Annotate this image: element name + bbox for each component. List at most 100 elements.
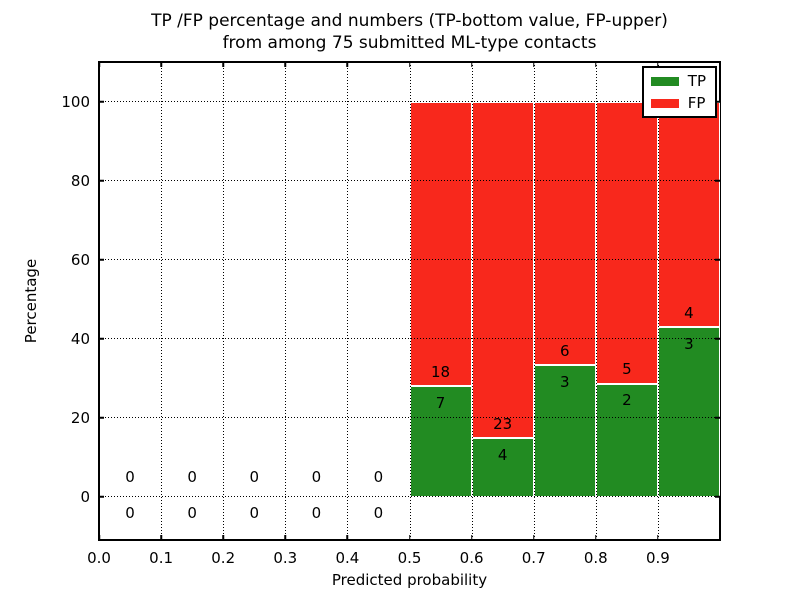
chart-title-line1: TP /FP percentage and numbers (TP-bottom…: [151, 11, 668, 31]
fp-count-annotation: 0: [249, 467, 260, 486]
tp-count-annotation: 4: [497, 445, 508, 464]
chart-title-line2: from among 75 submitted ML-type contacts: [222, 33, 597, 53]
tp-count-annotation: 0: [187, 504, 197, 523]
tp-count-annotation: 7: [435, 393, 446, 412]
x-tick-label: 0.6: [459, 549, 484, 567]
y-tick-label: 0: [80, 487, 90, 506]
x-tick-mark: [657, 62, 659, 67]
fp-bar-segment: [409, 101, 472, 386]
chart-title: TP /FP percentage and numbers (TP-bottom…: [99, 10, 720, 54]
x-tick-label: 0.1: [149, 549, 174, 567]
x-tick-label: 0.9: [645, 549, 670, 567]
fp-bar-segment: [471, 101, 534, 439]
vertical-gridline: [657, 62, 659, 540]
y-tick-mark: [715, 495, 720, 498]
y-tick-mark: [715, 337, 720, 340]
x-tick-mark: [657, 535, 659, 540]
y-tick-label: 100: [61, 92, 90, 111]
fp-count-annotation: 23: [493, 414, 513, 433]
x-tick-mark: [346, 62, 349, 67]
x-tick-mark: [408, 62, 411, 67]
x-tick-label: 0.0: [87, 549, 111, 567]
y-tick-mark: [99, 416, 104, 419]
y-axis-label: Percentage: [22, 258, 40, 344]
vertical-gridline: [595, 62, 597, 540]
fp-bar-segment: [595, 101, 658, 384]
tp-count-annotation: 0: [249, 504, 260, 523]
x-tick-mark: [222, 535, 224, 540]
vertical-gridline: [285, 62, 287, 540]
x-tick-label: 0.3: [273, 549, 298, 567]
vertical-gridline: [347, 62, 349, 540]
y-tick-mark: [715, 179, 720, 182]
fp-count-annotation: 0: [311, 467, 322, 486]
vertical-gridline: [533, 62, 535, 540]
fp-count-annotation: 5: [622, 360, 632, 379]
x-tick-mark: [470, 535, 473, 540]
tp-count-annotation: 2: [622, 391, 632, 410]
fp-swatch-icon: [650, 98, 679, 108]
vertical-gridline: [161, 62, 163, 540]
y-tick-label: 80: [70, 171, 90, 190]
y-tick-mark: [99, 337, 104, 340]
y-tick-mark: [99, 179, 104, 182]
legend-entry-fp: FP: [650, 94, 706, 112]
horizontal-gridline: [99, 179, 720, 181]
x-tick-label: 0.7: [521, 549, 546, 567]
tp-count-annotation: 0: [373, 504, 384, 523]
x-tick-mark: [160, 535, 162, 540]
legend: TP FP: [641, 66, 717, 118]
vertical-gridline: [471, 62, 473, 540]
vertical-gridline: [409, 62, 411, 540]
fp-count-annotation: 0: [125, 467, 135, 486]
tp-count-annotation: 3: [559, 372, 570, 391]
y-tick-mark: [99, 495, 104, 498]
x-tick-mark: [98, 62, 100, 67]
y-tick-mark: [99, 100, 104, 103]
x-tick-mark: [532, 62, 535, 67]
horizontal-gridline: [99, 258, 720, 260]
x-tick-mark: [346, 535, 349, 540]
fp-count-annotation: 0: [373, 467, 384, 486]
x-tick-mark: [284, 62, 287, 67]
legend-label-tp: TP: [687, 72, 706, 90]
x-tick-label: 0.8: [583, 549, 608, 567]
horizontal-gridline: [99, 495, 720, 497]
tp-swatch-icon: [650, 76, 679, 86]
x-tick-label: 0.4: [335, 549, 360, 567]
tp-count-annotation: 0: [311, 504, 322, 523]
x-tick-mark: [470, 62, 473, 67]
y-tick-label: 60: [70, 250, 90, 269]
fp-bar-segment: [657, 101, 720, 328]
tp-bar-segment: [595, 383, 658, 497]
y-tick-label: 40: [70, 329, 90, 348]
legend-label-fp: FP: [687, 94, 706, 112]
x-tick-mark: [222, 62, 224, 67]
tp-count-annotation: 0: [125, 504, 135, 523]
legend-entry-tp: TP: [650, 72, 706, 90]
horizontal-gridline: [99, 100, 720, 102]
horizontal-gridline: [99, 337, 720, 339]
x-tick-label: 0.5: [397, 549, 422, 567]
y-tick-mark: [715, 258, 720, 261]
fp-count-annotation: 18: [431, 362, 451, 381]
x-tick-mark: [160, 62, 162, 67]
fp-count-annotation: 4: [684, 303, 694, 322]
y-tick-mark: [715, 100, 720, 103]
vertical-gridline: [223, 62, 225, 540]
x-tick-mark: [532, 535, 535, 540]
x-axis-label: Predicted probability: [331, 571, 488, 589]
tp-bar-segment: [471, 438, 534, 497]
plot-area: TP FP 0.0 0.1 0.2 0.3 0.4 0.5 0.6 0.7 0.8 0.9 0 20 4…: [61, 61, 721, 567]
x-tick-mark: [284, 535, 287, 540]
y-tick-mark: [99, 258, 104, 261]
fp-count-annotation: 0: [187, 467, 197, 486]
x-tick-mark: [408, 535, 411, 540]
horizontal-gridline: [99, 416, 720, 418]
y-tick-label: 20: [70, 408, 90, 427]
fp-count-annotation: 6: [559, 341, 570, 360]
tp-count-annotation: 3: [684, 334, 694, 353]
x-tick-mark: [595, 62, 597, 67]
x-tick-mark: [98, 535, 100, 540]
